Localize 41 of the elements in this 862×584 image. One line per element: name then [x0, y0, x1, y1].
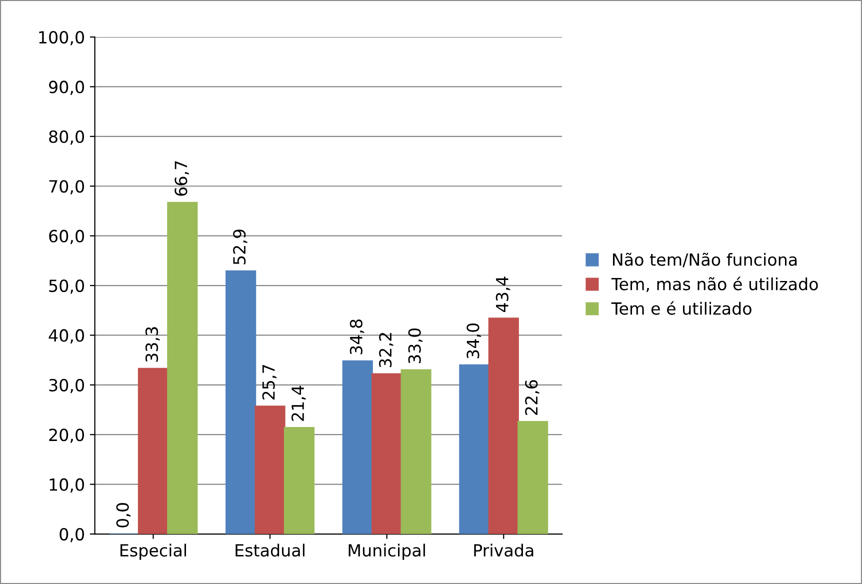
data-label: 34,0 [466, 323, 481, 358]
y-tick-label: 100,0 [39, 30, 84, 46]
data-label: 25,7 [262, 365, 277, 400]
legend-label: Tem e é utilizado [611, 301, 752, 315]
x-tick-label: Privada [474, 544, 534, 557]
x-tick-label: Municipal [348, 544, 425, 560]
bar [138, 368, 169, 534]
x-tick-label: Estadual [236, 544, 304, 557]
y-tick-label: 40,0 [48, 329, 84, 344]
y-tick-label: 20,0 [49, 428, 84, 443]
legend-label: Tem, mas não é utilizado [611, 276, 818, 292]
data-label: 66,7 [174, 161, 189, 196]
y-tick-label: 80,0 [49, 130, 84, 145]
bar [400, 369, 432, 534]
y-tick-label: 30,0 [49, 378, 84, 394]
data-label: 43,4 [496, 276, 510, 312]
legend-label: Não tem/Não funciona [613, 252, 797, 268]
bar [518, 420, 548, 534]
y-tick-label: 0,0 [60, 528, 84, 542]
data-label: 33,0 [408, 328, 423, 364]
data-label: 34,8 [350, 320, 364, 354]
y-tick-label: 70,0 [49, 180, 84, 194]
y-tick-label: 10,0 [50, 478, 84, 493]
data-label: 21,4 [291, 386, 306, 421]
bar [342, 360, 373, 534]
bar [459, 364, 490, 534]
data-label: 32,2 [379, 332, 394, 368]
y-tick-label: 50,0 [49, 279, 84, 294]
data-label: 0,0 [116, 503, 131, 528]
bar [284, 426, 315, 534]
bar [372, 373, 402, 534]
bar [226, 270, 256, 534]
y-tick-label: 90,0 [49, 80, 84, 95]
data-label: 33,3 [145, 327, 160, 362]
bar [254, 406, 286, 534]
data-label: 22,6 [525, 380, 540, 415]
data-label: 52,9 [233, 230, 248, 264]
x-tick-label: Especial [120, 544, 186, 560]
bar [167, 202, 198, 534]
y-tick-label: 60,0 [49, 230, 84, 244]
bar [488, 318, 519, 534]
